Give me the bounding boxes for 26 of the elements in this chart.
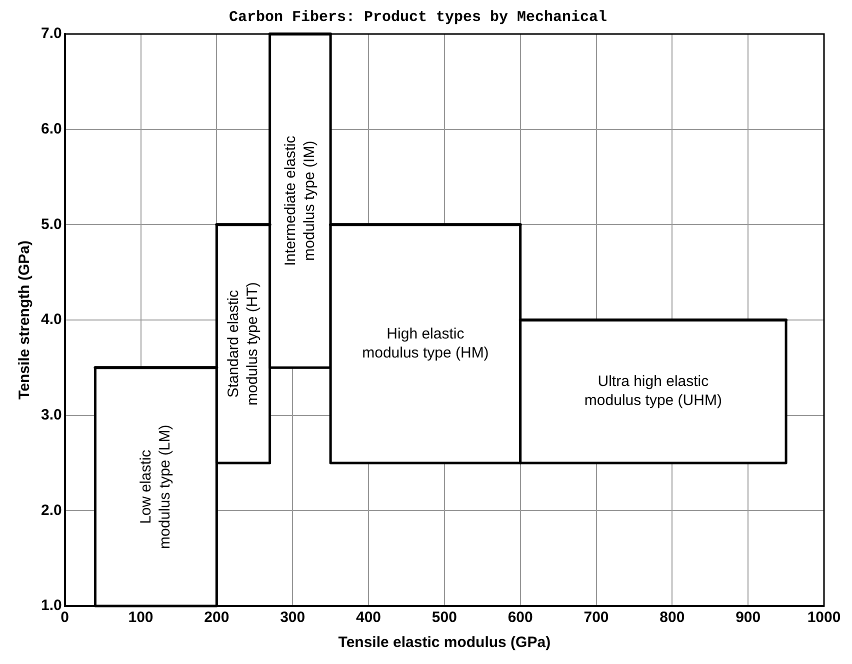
- x-tick-label: 900: [736, 609, 761, 626]
- x-tick-label: 300: [280, 609, 306, 626]
- y-tick-label: 4.0: [40, 311, 62, 328]
- annotation: Low elastic modulus type (LM): [138, 424, 174, 549]
- y-axis-title: Tensile strength (GPa): [16, 240, 34, 400]
- annotation: Standard elastic modulus type (HT): [224, 282, 261, 406]
- x-tick-label: 800: [660, 609, 685, 626]
- x-tick-label: 1000: [807, 609, 841, 626]
- x-axis-title: Tensile elastic modulus (GPa): [338, 634, 551, 652]
- x-tick-label: 100: [128, 609, 154, 626]
- annotation: Intermediate elastic modulus type (IM): [282, 135, 318, 266]
- y-tick-label: 2.0: [40, 502, 62, 519]
- x-tick-label: 200: [204, 609, 230, 626]
- annotation: High elastic modulus type (HM): [362, 325, 489, 362]
- y-tick-label: 1.0: [40, 597, 62, 614]
- y-tick-label: 6.0: [40, 120, 62, 138]
- x-tick-label: 0: [60, 609, 70, 626]
- annotation: Ultra high elastic modulus type (UHM): [584, 373, 722, 410]
- x-tick-label: 600: [508, 609, 533, 626]
- y-tick-label: 5.0: [40, 216, 62, 233]
- y-tick-label: 7.0: [40, 25, 62, 42]
- x-tick-label: 400: [356, 609, 382, 626]
- chart-title: Carbon Fibers: Product types by Mechanical: [228, 8, 608, 26]
- y-tick-label: 3.0: [40, 406, 62, 424]
- x-tick-label: 700: [584, 609, 609, 626]
- x-tick-label: 500: [432, 609, 457, 626]
